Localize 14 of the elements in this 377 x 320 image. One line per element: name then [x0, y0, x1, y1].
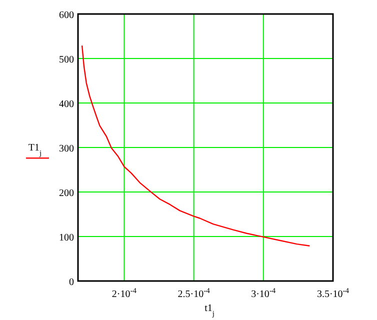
y-tick-label: 100 — [59, 232, 74, 244]
y-tick-label: 0 — [69, 277, 74, 288]
y-tick-label: 200 — [59, 188, 74, 199]
x-axis-title: t1$_{j}$ — [204, 303, 214, 318]
y-tick-label: 600 — [59, 10, 74, 21]
x-tick-label: 2.5·10$^{-4}$ — [178, 286, 210, 300]
x-tick-label: 2·10$^{-4}$ — [112, 286, 137, 300]
y-tick-label: 400 — [59, 99, 74, 110]
x-tick-label: 3·10$^{-4}$ — [251, 286, 276, 300]
y-tick-label: 300 — [59, 144, 74, 154]
x-tick-label: 3.5·10$^{-4}$ — [316, 286, 350, 300]
line-series — [81, 44, 310, 246]
y-axis-title: T1$_{j}$ — [28, 142, 42, 157]
y-tick-label: 500 — [59, 54, 74, 66]
